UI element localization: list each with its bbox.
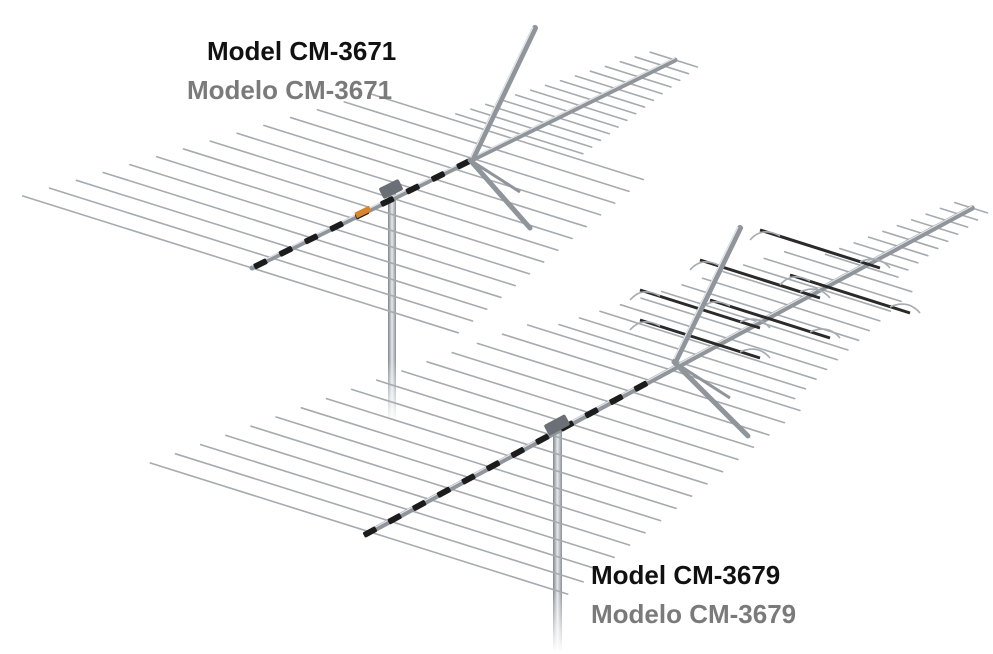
element-rod: [174, 452, 584, 583]
mast-a-fade: [384, 360, 400, 422]
bowtie-loop: [749, 231, 781, 241]
element-rod: [75, 179, 488, 311]
element-rod: [375, 379, 708, 485]
element-rod: [660, 290, 849, 351]
element-rod: [501, 333, 786, 424]
feed-insulator: [436, 486, 451, 498]
bowtie-loop: [779, 276, 811, 286]
element-rod: [250, 425, 631, 546]
element-rod: [155, 155, 531, 275]
feed-insulator: [609, 394, 624, 405]
element-rod: [619, 303, 828, 371]
element-rod: [102, 171, 502, 299]
element-rod: [275, 416, 646, 534]
element-rod: [149, 462, 569, 595]
feed-insulator: [486, 460, 501, 472]
antenna-cm-3679: [149, 201, 989, 652]
element-rod: [182, 148, 545, 263]
element-rod: [225, 434, 615, 559]
boom-b-highlight: [369, 205, 973, 531]
feed-insulator: [412, 500, 427, 511]
modelo-label-cm-3671: Modelo CM-3671: [187, 75, 393, 105]
model-label-cm-3679: Model CM-3679: [591, 560, 781, 590]
brace-b: [671, 359, 751, 439]
feed-insulator: [362, 526, 378, 538]
element-rod: [640, 297, 839, 361]
mast-b-fade: [549, 590, 566, 652]
support-arm-a: [469, 25, 538, 163]
feed-insulator: [633, 380, 648, 392]
feed-insulator: [329, 221, 344, 232]
bowtie-loop: [859, 258, 891, 269]
feed-insulator: [456, 158, 471, 170]
element-rod: [289, 116, 602, 216]
element-rod: [350, 388, 693, 497]
element-rod: [300, 406, 662, 522]
element-rod: [370, 93, 644, 181]
element-rod: [48, 187, 474, 322]
feed-accent-a: [354, 205, 372, 219]
feed-insulator: [431, 171, 446, 182]
bowtie-loop: [739, 348, 771, 359]
support-arm-b: [673, 225, 743, 363]
element-rod: [578, 317, 807, 390]
brace-a: [467, 157, 533, 231]
element-rod: [599, 310, 817, 380]
element-rod: [526, 324, 801, 412]
modelo-label-cm-3679: Modelo CM-3679: [591, 599, 797, 629]
feed-insulator: [461, 473, 476, 485]
feed-insulator: [405, 183, 420, 195]
element-rod: [129, 163, 516, 287]
feed-insulator: [387, 513, 402, 525]
element-rod: [426, 360, 739, 461]
element-rod: [701, 277, 871, 332]
element-rod: [199, 443, 600, 571]
antenna-cm-3671: [21, 25, 699, 422]
feed-insulator: [380, 196, 395, 207]
element-rod: [451, 351, 755, 449]
element-rod: [476, 342, 770, 436]
element-rod: [343, 101, 630, 193]
brace-b2: [673, 360, 731, 400]
mast-a: [388, 190, 396, 420]
feed-insulator: [535, 433, 550, 445]
brace-a2: [469, 158, 521, 194]
element-rod: [21, 195, 460, 334]
bowtie-loop: [689, 261, 721, 271]
feed-insulator: [304, 233, 319, 245]
support-arm-a-hi: [469, 26, 534, 160]
support-arm-b-hi: [673, 226, 739, 360]
feed-insulator: [278, 246, 293, 257]
mount-clamp-a: [379, 179, 403, 199]
bowtie-loop: [889, 303, 921, 314]
element-rod: [316, 108, 616, 204]
feed-insulator: [253, 258, 268, 270]
feed-insulator: [584, 407, 599, 419]
element-rod: [722, 270, 881, 322]
mount-clamp-b: [544, 414, 570, 436]
element-rod: [325, 397, 677, 510]
bowtie-loop: [799, 288, 831, 299]
bowtie-loop: [809, 328, 841, 339]
element-rod: [236, 132, 573, 240]
bowtie-loop: [629, 291, 661, 301]
element-rod: [263, 124, 588, 228]
bowtie-loop: [739, 318, 771, 329]
feed-insulator: [510, 447, 525, 458]
mast-b: [553, 425, 562, 650]
model-label-cm-3671: Model CM-3671: [207, 36, 397, 66]
boom-b: [367, 205, 975, 535]
element-rod: [742, 264, 892, 312]
bowtie-loop: [629, 321, 661, 331]
